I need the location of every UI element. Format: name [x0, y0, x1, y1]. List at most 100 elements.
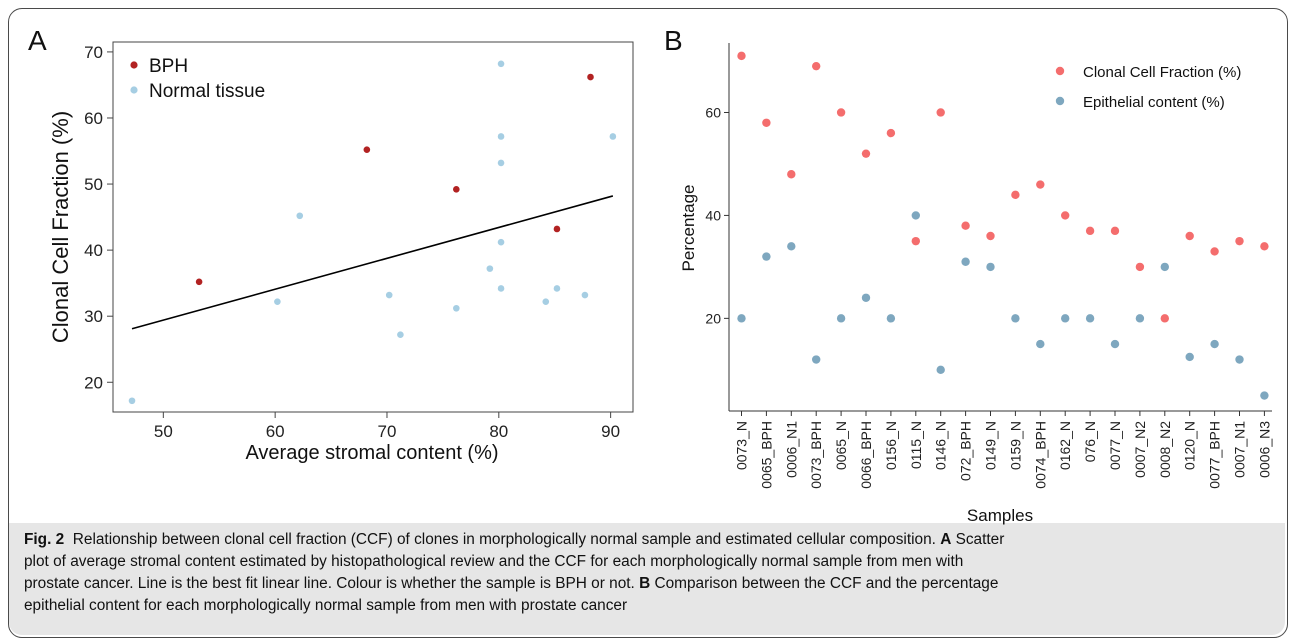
caption-line-1-text: Relationship between clonal cell fractio…: [72, 531, 936, 548]
point-ccf: [1011, 190, 1020, 200]
point-epithelial: [1110, 339, 1120, 349]
point-ccf: [836, 108, 846, 117]
panel-b-x-tick-label: 0159_N: [1007, 421, 1023, 470]
panel-a-x-tick-label: 60: [266, 422, 285, 441]
point-epithelial: [886, 314, 896, 323]
point-ccf: [1036, 180, 1045, 189]
point-epithelial: [762, 252, 771, 261]
panel-a-points: [128, 60, 617, 405]
panel-b-x-tick-label: 0120_N: [1182, 421, 1198, 470]
point-epithelial: [1036, 339, 1045, 349]
panel-b-x-tick-label: 0065_N: [833, 421, 849, 470]
caption-line-3-text: prostate cancer. Line is the best fit li…: [24, 575, 635, 592]
panel-b-x-tick-label: 0073_N: [734, 421, 750, 470]
point-epithelial: [1085, 314, 1095, 323]
legend-epithelial-label: Epithelial content (%): [1083, 94, 1225, 111]
point-ccf: [1085, 226, 1095, 236]
legend-ccf-label: Clonal Cell Fraction (%): [1083, 64, 1241, 81]
point-bph: [363, 146, 371, 153]
caption-background: [9, 523, 1285, 635]
caption-line-2: plot of average stromal content estimate…: [24, 553, 964, 570]
point-ccf: [762, 118, 771, 127]
point-ccf: [787, 170, 796, 179]
panel-b-x-tick-label: 0162_N: [1057, 421, 1073, 470]
panel-a-x-tick-label: 50: [154, 422, 173, 441]
panel-b-x-tick-label: 0074_BPH: [1032, 421, 1048, 489]
panel-b-y-tick-label: 20: [705, 310, 721, 326]
point-ccf: [1235, 236, 1244, 246]
point-ccf: [911, 236, 920, 246]
panel-b-x-tick-label: 0156_N: [883, 421, 899, 470]
panel-a-y-tick-label: 60: [84, 109, 103, 128]
point-epithelial: [1011, 314, 1020, 323]
point-bph: [553, 225, 561, 233]
point-epithelial: [1260, 391, 1269, 400]
panel-b-x-tick-label: 076_N: [1082, 421, 1098, 462]
legend-bph-label: BPH: [149, 56, 188, 77]
panel-b-y-axis: 20 40 60: [705, 104, 729, 326]
figure-caption: Fig. 2 Relationship between clonal cell …: [24, 529, 1274, 617]
panel-a-y-tick-label: 70: [84, 43, 103, 62]
point-normal-tissue: [542, 298, 550, 305]
point-normal-tissue: [497, 60, 505, 68]
point-normal-tissue: [497, 133, 505, 140]
point-epithelial: [1061, 314, 1070, 323]
point-normal-tissue: [128, 397, 136, 405]
panel-b-legend: Clonal Cell Fraction (%) Epithelial cont…: [1055, 64, 1241, 111]
panel-b-x-tick-label: 0008_N2: [1157, 421, 1173, 478]
point-ccf: [1185, 231, 1194, 241]
point-normal-tissue: [486, 265, 494, 272]
panel-a-plot-border: [112, 41, 634, 413]
panel-a-x-tick-label: 90: [601, 422, 620, 441]
panel-b-x-tick-label: 0065_BPH: [758, 421, 774, 489]
panel-b-x-tick-label: 0006_N1: [783, 421, 799, 478]
point-ccf: [961, 221, 970, 230]
legend-epithelial-marker: [1055, 96, 1065, 106]
panel-a-label: A: [28, 25, 47, 56]
point-ccf: [1210, 247, 1219, 256]
panel-b-x-tick-label: 0146_N: [933, 421, 949, 470]
point-epithelial: [986, 262, 995, 272]
panel-a-x-tick-label: 70: [378, 422, 397, 441]
panel-b-x-tick-label: 0077_N: [1107, 421, 1123, 470]
panel-b-x-tick-label: 0007_N1: [1232, 421, 1248, 478]
panel-a-x-tick-label: 80: [489, 422, 508, 441]
point-epithelial: [1235, 355, 1244, 364]
caption-line-3: prostate cancer. Line is the best fit li…: [24, 573, 1274, 595]
point-bph: [587, 73, 594, 81]
point-epithelial: [1160, 262, 1170, 272]
point-normal-tissue: [553, 285, 561, 292]
point-ccf: [936, 108, 945, 117]
point-epithelial: [936, 365, 945, 375]
best-fit-line: [131, 195, 614, 330]
panel-a-y-tick-label: 50: [84, 175, 103, 194]
point-ccf: [1061, 211, 1070, 220]
panel-a-x-axis: 50 60 70 80 90: [154, 412, 620, 441]
panel-b-x-label: Samples: [967, 506, 1033, 525]
panel-b-x-tick-label: 0115_N: [908, 421, 924, 469]
point-ccf: [861, 149, 871, 158]
point-epithelial: [812, 355, 821, 364]
panel-a-y-tick-label: 40: [84, 241, 103, 260]
caption-label-a: A: [940, 531, 952, 548]
point-bph: [195, 278, 203, 286]
point-ccf: [1110, 226, 1120, 236]
point-ccf: [986, 231, 995, 241]
caption-fig-label: Fig. 2: [24, 531, 65, 548]
caption-label-b: B: [639, 575, 651, 592]
point-ccf: [737, 51, 746, 61]
point-epithelial: [836, 314, 846, 323]
point-ccf: [1135, 262, 1145, 272]
panel-b-x-axis: 0073_N 0065_BPH 0006_N1 0073_BPH 0065_N 0066_…: [734, 411, 1272, 489]
legend-bph-marker: [130, 61, 138, 69]
panel-b-y-tick-label: 40: [705, 207, 721, 223]
point-epithelial: [911, 211, 920, 220]
panel-b-label: B: [664, 25, 683, 56]
point-epithelial: [961, 257, 970, 266]
caption-line-3-b: Comparison between the CCF and the perce…: [654, 575, 999, 592]
panel-a-y-tick-label: 20: [84, 373, 103, 392]
point-normal-tissue: [609, 133, 617, 140]
panel-b-x-tick-label: 0077_BPH: [1207, 421, 1223, 489]
